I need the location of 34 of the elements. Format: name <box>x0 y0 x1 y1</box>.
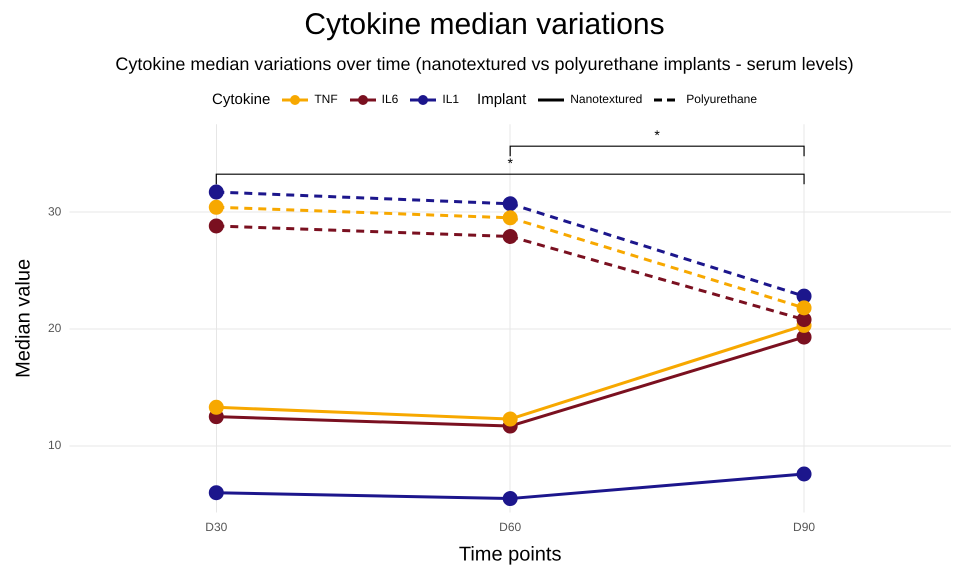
point <box>208 485 224 500</box>
text: Nanotextured <box>570 92 642 106</box>
point <box>502 210 518 226</box>
y-tick-label: 20 <box>48 321 62 336</box>
point <box>796 466 812 482</box>
x-tick-label: D90 <box>793 520 816 534</box>
point <box>796 300 812 316</box>
y-tick-label: 10 <box>48 438 62 452</box>
point <box>502 491 518 506</box>
legend-label: TNF <box>314 92 338 106</box>
annotation: * <box>654 127 660 144</box>
text: Implant <box>477 90 526 108</box>
x-axis-title: Time points <box>458 544 562 566</box>
point <box>208 184 224 200</box>
point <box>796 288 812 304</box>
point <box>502 412 518 427</box>
x-tick-label: D60 <box>499 520 522 534</box>
text: Polyurethane <box>686 92 758 106</box>
point <box>208 400 224 415</box>
legend-label: IL6 <box>382 92 398 106</box>
point <box>208 218 224 234</box>
point <box>796 312 812 328</box>
x-tick-label: D30 <box>205 520 228 534</box>
point <box>502 229 518 244</box>
point <box>502 196 518 212</box>
chart-title: Cytokine median variations <box>303 8 666 42</box>
annotation: * <box>507 155 514 172</box>
point <box>208 200 224 215</box>
y-tick-label: 30 <box>48 204 62 218</box>
point <box>796 330 812 345</box>
legend-label: IL1 <box>442 92 460 106</box>
y-axis-title: Median value <box>12 258 35 378</box>
chart-subtitle: Cytokine median variations over time (nanotextured vs polyurethane implants - serum levels) <box>114 54 855 75</box>
legend-title: Cytokine <box>212 90 270 108</box>
